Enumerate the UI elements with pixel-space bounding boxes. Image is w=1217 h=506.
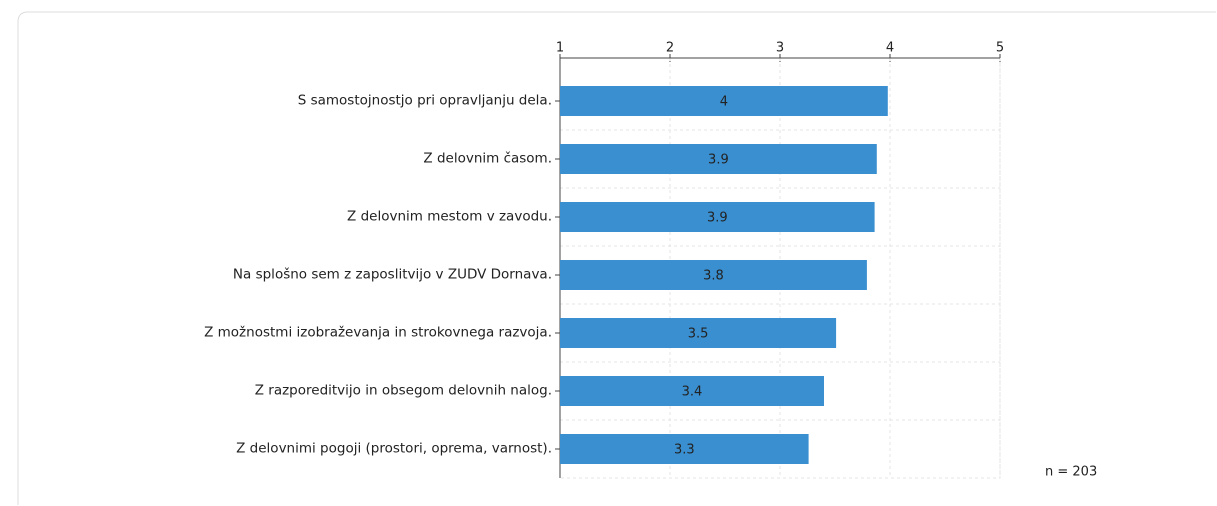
x-tick-label: 1: [556, 41, 564, 56]
bar: [560, 434, 809, 464]
value-label: 3.5: [688, 327, 709, 342]
category-label: Z delovnim časom.: [423, 150, 552, 167]
x-tick-label: 3: [776, 41, 784, 56]
value-label: 3.9: [707, 211, 728, 226]
value-label: 3.4: [682, 385, 703, 400]
x-tick-label: 5: [996, 41, 1004, 56]
annotation: n = 203: [1045, 465, 1097, 480]
category-label: Z možnostmi izobraževanja in strokovnega…: [204, 324, 552, 341]
bar: [560, 318, 837, 348]
value-label: 3.8: [703, 269, 724, 284]
value-label: 3.3: [674, 443, 695, 458]
bar: [560, 144, 877, 174]
frame: [17, 11, 1216, 505]
x-tick-label: 2: [666, 41, 674, 56]
category-label: Z delovnim mestom v zavodu.: [347, 208, 552, 225]
bar: [560, 376, 824, 406]
category-label: S samostojnostjo pri opravljanju dela.: [297, 92, 552, 109]
x-tick-label: 4: [886, 41, 894, 56]
bar: [560, 260, 867, 290]
bar: [560, 202, 875, 232]
category-label: Z delovnimi pogoji (prostori, oprema, va…: [236, 440, 552, 457]
category-label: Na splošno sem z zaposlitvijo v ZUDV Dor…: [232, 266, 552, 283]
bar: [560, 86, 888, 116]
category-label: Z razporeditvijo in obsegom delovnih nal…: [254, 382, 552, 399]
value-label: 3.9: [708, 153, 729, 168]
value-label: 4: [720, 95, 728, 110]
